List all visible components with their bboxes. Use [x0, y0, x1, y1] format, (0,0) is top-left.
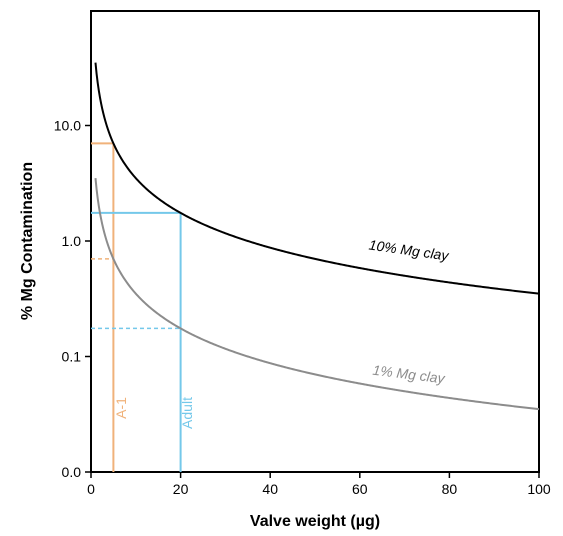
y-tick-label: 0.1: [62, 349, 82, 365]
markers-layer: A-1 Adult: [91, 142, 195, 472]
x-axis-title: Valve weight (µg): [250, 513, 380, 530]
marker-label: Adult: [179, 397, 195, 429]
plot-frame: [90, 10, 540, 473]
series-line: [94, 62, 540, 295]
labels-layer: 10% Mg clay 1% Mg clay: [368, 237, 451, 387]
x-tick-label: 20: [173, 481, 189, 497]
marker-label: A-1: [113, 397, 129, 419]
y-tick-label: 0.0: [62, 464, 82, 480]
x-tick-label: 0: [87, 481, 95, 497]
x-tick-label: 100: [527, 481, 551, 497]
ticks-layer: 0 20 40 60 80 100 0.0 0.1 1.0 10.0: [54, 118, 551, 498]
curves-layer: [94, 62, 540, 411]
y-tick-label: 1.0: [62, 233, 82, 249]
series-line: [94, 178, 540, 411]
x-tick-label: 80: [442, 481, 458, 497]
x-tick-label: 60: [352, 481, 368, 497]
series-label: 1% Mg clay: [372, 362, 447, 387]
y-axis-title: % Mg Contamination: [19, 162, 36, 320]
x-tick-label: 40: [262, 481, 278, 497]
series-label: 10% Mg clay: [368, 237, 451, 264]
y-tick-label: 10.0: [54, 118, 81, 134]
